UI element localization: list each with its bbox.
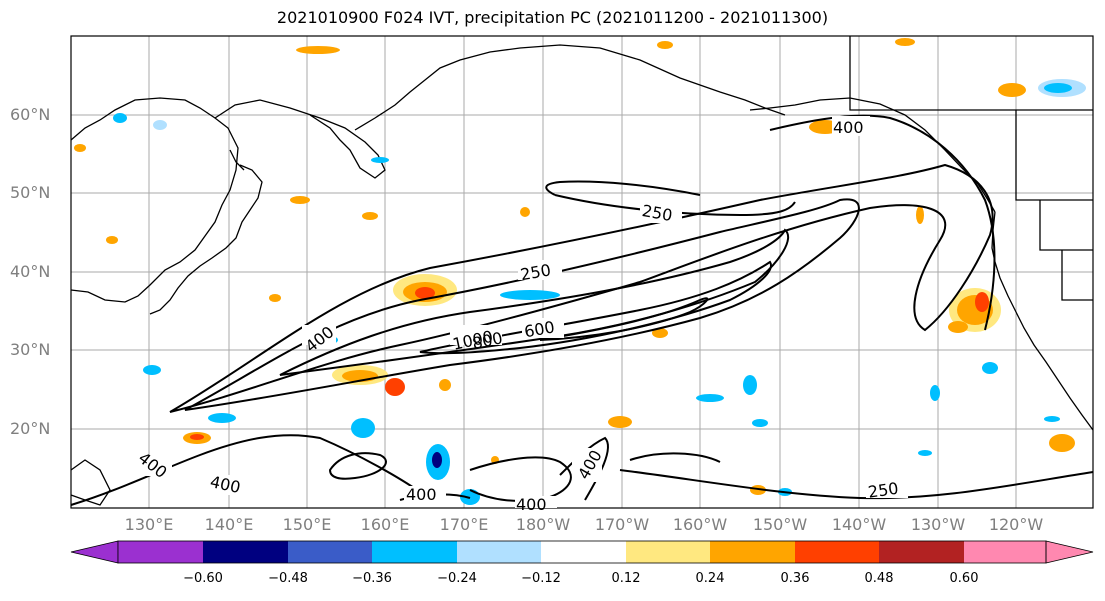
colorbar-tick-label: 0.36 [780,571,810,586]
lon-label: 170°E [439,515,489,534]
plot-frame [70,35,1094,509]
map-title: 2021010900 F024 IVT, precipitation PC (2… [276,8,829,27]
colorbar-segment [118,541,203,563]
lat-label: 40°N [10,262,51,281]
lon-label: 150°W [752,515,808,534]
colorbar-segment [203,541,288,563]
lon-label: 130°W [910,515,966,534]
colorbar-segment [541,541,626,563]
colorbar-extend-high [1045,540,1094,564]
colorbar-segment [288,541,372,563]
contour-label: 400 [516,495,547,514]
contour-label: 400 [833,118,864,137]
colorbar-segment [795,541,879,563]
lat-label: 20°N [10,419,51,438]
gridlines [71,36,1093,508]
lon-label: 130°E [124,515,174,534]
colorbar-tick-label: 0.48 [864,571,894,586]
lat-label: 30°N [10,340,51,359]
colorbar-segment [457,541,541,563]
colorbar-tick-label: −0.36 [352,571,392,586]
colorbar-tick-label: 0.24 [695,571,725,586]
colorbar-segment [372,541,457,563]
colorbar-segment [879,541,964,563]
lon-label: 140°E [204,515,254,534]
colorbar-tick-label: −0.60 [183,571,223,586]
colorbar-segment [626,541,710,563]
lon-label: 140°W [831,515,887,534]
colorbar-segment [964,541,1046,563]
colorbar-tick-label: −0.48 [268,571,308,586]
colorbar-tick-label: 0.12 [611,571,641,586]
lon-label: 160°E [360,515,410,534]
contour-label: 250 [867,479,900,502]
lon-label: 150°E [282,515,332,534]
contour-labels: 400 250 250 400 1000 800 600 400 400 400… [135,116,908,514]
colorbar-tick-label: −0.24 [437,571,477,586]
colorbar-extend-low [70,540,119,564]
contour-label: 400 [406,485,437,504]
ivt-contours [70,114,1094,506]
colorbar [70,540,1094,564]
lon-label: 180°W [515,515,571,534]
lon-label: 160°W [672,515,728,534]
colorbar-segment [710,541,795,563]
lat-label: 50°N [10,183,51,202]
lon-label: 170°W [594,515,650,534]
lat-label: 60°N [10,105,51,124]
coastlines [70,36,1094,506]
lon-label: 120°W [988,515,1044,534]
colorbar-tick-label: −0.12 [521,571,561,586]
colorbar-tick-label: 0.60 [949,571,979,586]
